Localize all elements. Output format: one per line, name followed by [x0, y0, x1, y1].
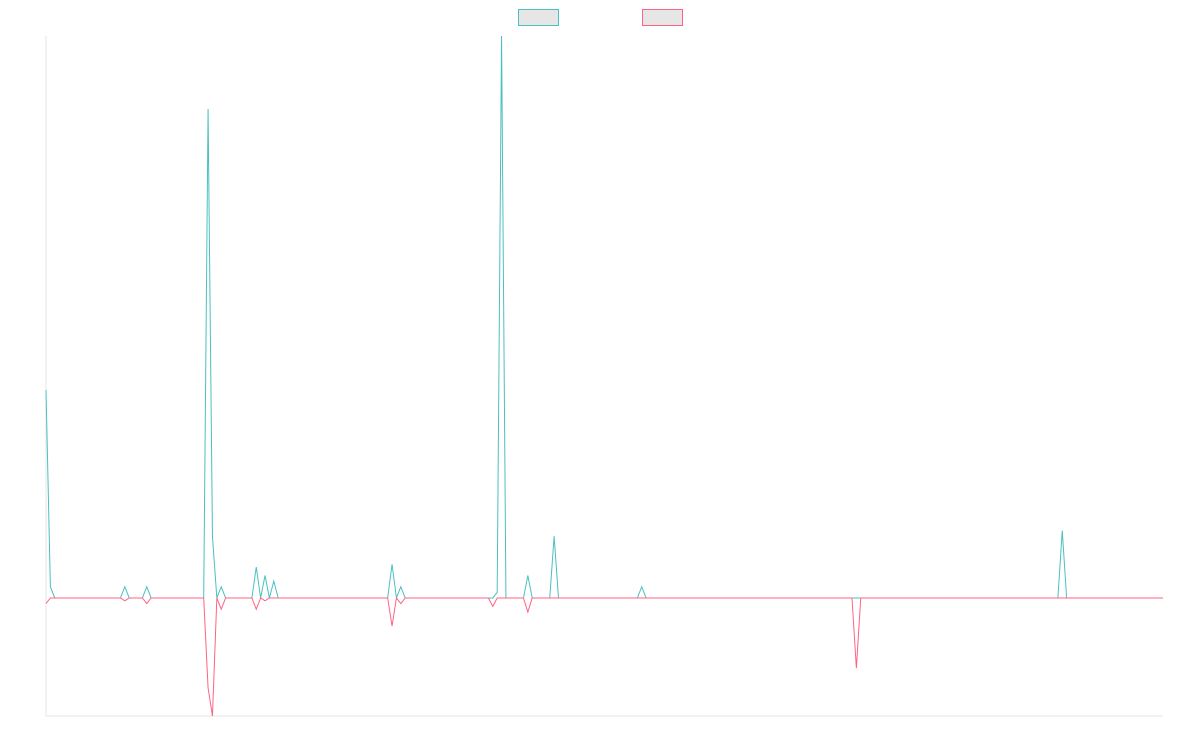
legend-swatch[interactable]	[518, 9, 559, 26]
legend-swatch[interactable]	[642, 9, 683, 26]
series-line	[45, 596, 1163, 717]
series-line	[45, 35, 1163, 599]
